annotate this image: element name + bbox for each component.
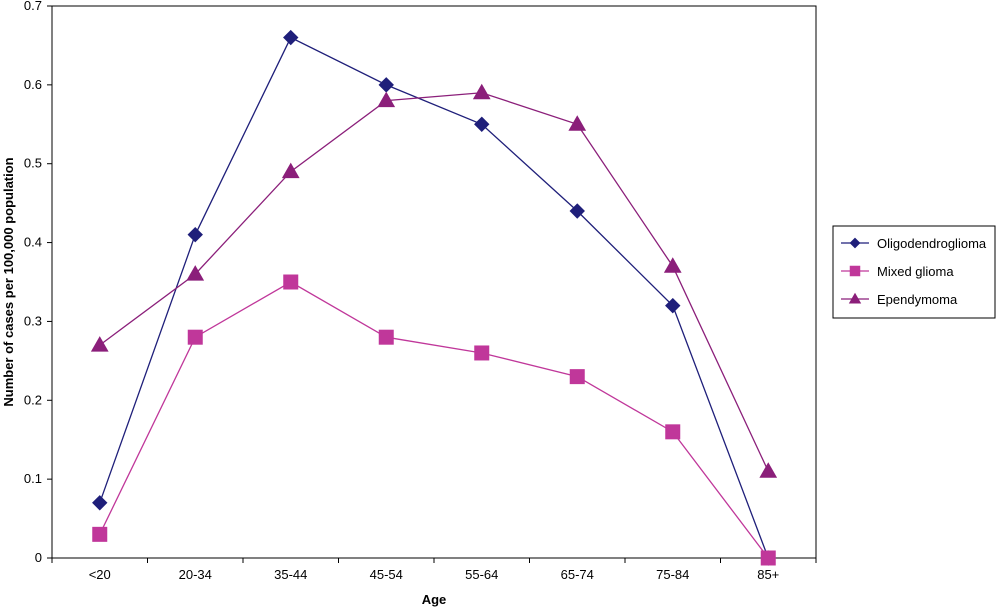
- x-axis-ticks: <20 20-34 35-44 45-54 55-64 65-74 75-84 85+: [51, 558, 817, 582]
- x-tick-label: 75-84: [656, 567, 689, 582]
- data-point: [760, 550, 776, 566]
- data-point: [378, 77, 394, 93]
- legend-marker: [849, 237, 861, 249]
- data-point: [472, 83, 491, 100]
- y-tick-label: 0: [35, 550, 42, 565]
- data-point: [283, 274, 299, 290]
- series-oligodendroglioma: [92, 29, 776, 566]
- x-tick-label: 65-74: [561, 567, 594, 582]
- data-point: [568, 115, 587, 131]
- y-tick-label: 0.7: [24, 0, 42, 13]
- legend-item: Ependymoma: [841, 292, 958, 307]
- y-axis-ticks: 0 0.1 0.2 0.3 0.4 0.5 0.6 0.7: [24, 0, 52, 565]
- data-point: [665, 424, 681, 440]
- data-point: [283, 29, 299, 46]
- data-point: [569, 369, 585, 385]
- x-tick-label: 45-54: [370, 567, 403, 582]
- data-point: [663, 257, 682, 273]
- data-point: [187, 329, 203, 345]
- x-tick-label: 55-64: [465, 567, 498, 582]
- series-mixed-glioma: [92, 274, 776, 566]
- data-point: [569, 203, 585, 219]
- y-tick-label: 0.6: [24, 77, 42, 92]
- series-layer: [90, 29, 778, 566]
- legend-label: Oligodendroglioma: [877, 236, 987, 251]
- data-point: [90, 336, 109, 352]
- x-axis-title: Age: [422, 592, 447, 607]
- legend-marker: [848, 292, 862, 304]
- legend-label: Mixed glioma: [877, 264, 954, 279]
- y-tick-label: 0.5: [24, 156, 42, 171]
- y-tick-label: 0.4: [24, 235, 42, 250]
- x-tick-label: 20-34: [179, 567, 212, 582]
- plot-area: [51, 5, 817, 559]
- series-line: [99, 36, 769, 559]
- y-tick-label: 0.1: [24, 471, 42, 486]
- data-point: [92, 495, 108, 511]
- legend: Oligodendroglioma Mixed glioma Ependymoma: [832, 225, 996, 319]
- series-line: [99, 281, 769, 559]
- series-ependymoma: [90, 83, 778, 478]
- data-point: [377, 91, 396, 108]
- data-point: [281, 162, 300, 179]
- legend-label: Ependymoma: [877, 292, 958, 307]
- data-point: [665, 297, 681, 314]
- legend-marker: [849, 265, 861, 277]
- data-point: [474, 116, 490, 132]
- legend-item: Oligodendroglioma: [841, 236, 987, 251]
- x-tick-label: 85+: [757, 567, 779, 582]
- legend-item: Mixed glioma: [841, 264, 954, 279]
- data-point: [187, 226, 203, 243]
- y-tick-label: 0.2: [24, 392, 42, 407]
- plot-border: [51, 5, 817, 559]
- x-tick-label: <20: [89, 567, 111, 582]
- series-line: [99, 92, 769, 472]
- x-tick-label: 35-44: [274, 567, 307, 582]
- data-point: [186, 265, 205, 281]
- data-point: [474, 345, 490, 361]
- data-point: [759, 462, 778, 478]
- y-tick-label: 0.3: [24, 313, 42, 328]
- y-axis-title: Number of cases per 100,000 population: [1, 157, 16, 406]
- data-point: [378, 329, 394, 345]
- data-point: [92, 526, 108, 542]
